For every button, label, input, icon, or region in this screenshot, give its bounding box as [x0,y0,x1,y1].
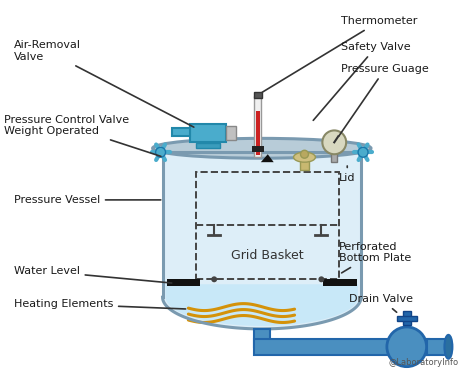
Bar [300,152,310,170]
Text: Lid: Lid [339,166,356,183]
Bar [256,110,260,155]
Bar [403,311,410,325]
Bar [323,279,357,286]
Text: @LaboratoryInfo: @LaboratoryInfo [388,358,458,367]
Circle shape [211,276,217,282]
Bar [196,172,339,279]
Text: Air-Removal
Valve: Air-Removal Valve [14,40,194,127]
Ellipse shape [445,335,452,359]
Circle shape [387,327,427,367]
Text: Water Level: Water Level [14,266,172,283]
Ellipse shape [293,152,315,162]
Bar [254,329,270,347]
Text: Safety Valve: Safety Valve [313,42,411,120]
Bar [255,96,261,157]
Text: Pressure Vessel: Pressure Vessel [14,195,161,205]
Text: Pressure Guage: Pressure Guage [339,64,429,136]
Text: Heating Elements: Heating Elements [14,299,186,309]
Text: Drain Valve: Drain Valve [349,294,413,312]
Bar [196,143,220,148]
Text: Pressure Control Valve
Weight Operated: Pressure Control Valve Weight Operated [4,115,161,156]
Circle shape [322,131,346,154]
Ellipse shape [153,138,371,158]
Polygon shape [163,152,361,329]
Circle shape [319,276,324,282]
Bar [254,339,428,355]
Bar [331,152,337,162]
Text: Grid Basket: Grid Basket [231,250,304,263]
Circle shape [358,147,368,157]
Polygon shape [261,154,273,162]
Text: Perforated
Bottom Plate: Perforated Bottom Plate [339,242,411,273]
Bar [252,146,264,152]
Polygon shape [165,284,358,326]
Circle shape [301,150,309,158]
Bar [191,125,226,142]
Bar [397,316,417,321]
Circle shape [155,147,165,157]
Bar [254,92,262,98]
Bar [166,279,201,286]
Bar [173,128,191,137]
Bar [226,126,236,140]
Bar [427,339,448,355]
Text: Thermometer: Thermometer [262,16,418,92]
